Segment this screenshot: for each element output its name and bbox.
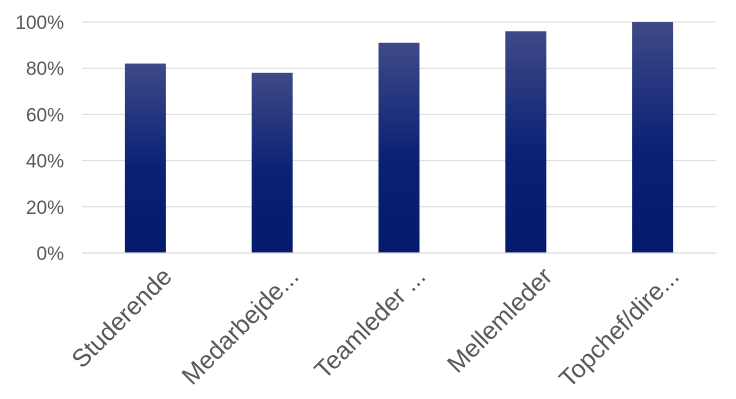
x-tick-label: Medarbejde... (177, 262, 305, 390)
y-tick-label: 20% (26, 198, 64, 219)
bar (505, 31, 547, 253)
x-tick-label: Mellemleder (442, 262, 558, 378)
y-tick-label: 60% (26, 105, 64, 126)
bar (632, 22, 674, 253)
x-tick-label: Studerende (66, 262, 177, 373)
bar (378, 42, 420, 253)
y-tick-label: 40% (26, 152, 64, 173)
bar (251, 72, 293, 253)
y-tick-label: 100% (15, 13, 64, 34)
bar (124, 63, 166, 253)
y-axis-tick-labels: 0% 20% 40% 60% 80% 100% (15, 13, 64, 265)
bars (124, 22, 674, 253)
x-tick-label: Topchef/dire... (554, 262, 685, 393)
y-tick-label: 80% (26, 59, 64, 80)
y-tick-label: 0% (37, 244, 65, 265)
x-tick-label: Teamleder ... (309, 262, 431, 384)
